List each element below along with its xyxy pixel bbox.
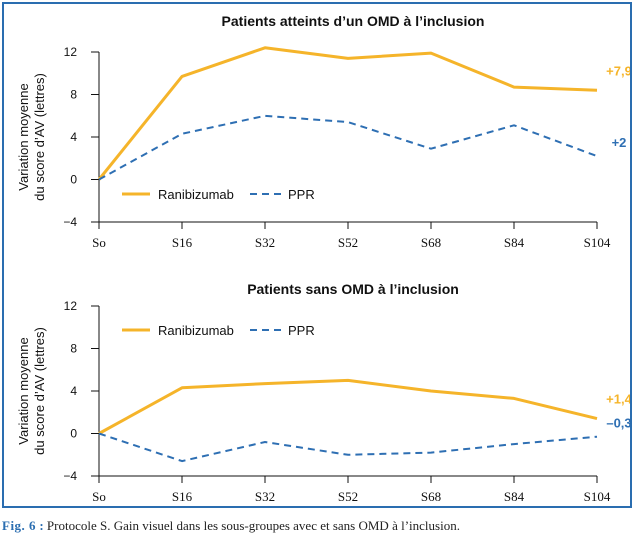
panel2-series-ranibizumab-end-label: +1,4: [606, 392, 630, 407]
panel2-title: Patients sans OMD à l’inclusion: [247, 281, 459, 297]
panel2-x-tick-label: S84: [504, 489, 525, 504]
panel1-x-tick-label: So: [92, 235, 106, 250]
panel1-series-ranibizumab-end-label: +7,9: [606, 63, 630, 78]
panel2-series-ranibizumab-line: [98, 378, 598, 435]
panel1-legend-ranibizumab-label: Ranibizumab: [158, 187, 234, 202]
panel1-y-axis-label: du score d’AV (lettres): [32, 73, 47, 201]
figure-frame: Patients atteints d’un OMD à l’inclusion…: [2, 2, 632, 508]
panel2-x-tick-label: S16: [172, 489, 193, 504]
caption-fig-label: Fig. 6: [2, 518, 37, 533]
chart-svg: Patients atteints d’un OMD à l’inclusion…: [16, 13, 630, 504]
panel2-series-ppr-line: [98, 432, 598, 463]
panel1-x-tick-label: S16: [172, 235, 193, 250]
caption-fig-sep: :: [36, 518, 44, 533]
panel2-y-axis-label: Variation moyenne: [16, 337, 31, 444]
panel1-series-ppr-line: [98, 114, 598, 181]
panel1-x-tick-label: S84: [504, 235, 525, 250]
panel2-y-tick-label: 8: [70, 342, 77, 356]
panel1-series-ranibizumab-line: [97, 46, 598, 181]
panel2-y-axis-label: du score d’AV (lettres): [32, 327, 47, 455]
panel2-x-tick-label: So: [92, 489, 106, 504]
panel1-title: Patients atteints d’un OMD à l’inclusion: [222, 13, 485, 29]
panel2-y-tick-label: 4: [70, 384, 77, 398]
panel2-y-tick-label: 12: [64, 299, 78, 313]
panel2-y-tick-label: 0: [70, 427, 77, 441]
panel1-y-tick-label: 12: [64, 45, 78, 59]
panel1-y-tick-label: −4: [63, 215, 77, 229]
panel2-legend-ppr-label: PPR: [288, 323, 315, 338]
panel2-series-ppr-end-label: –0,3: [606, 416, 630, 431]
panel1-x-tick-label: S68: [421, 235, 441, 250]
caption-text: Protocole S. Gain visuel dans les sous-g…: [43, 518, 460, 533]
panel1-y-tick-label: 0: [70, 173, 77, 187]
panel2-x-tick-label: S32: [255, 489, 275, 504]
panel2-x-tick-label: S104: [584, 489, 611, 504]
panel1-series-ppr-end-label: +2: [612, 135, 627, 150]
panel1-x-tick-label: S52: [338, 235, 358, 250]
panel1-y-tick-label: 8: [70, 88, 77, 102]
panel1-legend-ppr-label: PPR: [288, 187, 315, 202]
panel1-x-tick-label: S32: [255, 235, 275, 250]
panel2-legend-ranibizumab-label: Ranibizumab: [158, 323, 234, 338]
panel2-x-tick-label: S52: [338, 489, 358, 504]
panel1-y-tick-label: 4: [70, 130, 77, 144]
figure-caption: Fig. 6 : Protocole S. Gain visuel dans l…: [2, 518, 634, 534]
panel1-y-axis-label: Variation moyenne: [16, 83, 31, 190]
panel1-x-tick-label: S104: [584, 235, 611, 250]
panel2-y-tick-label: −4: [63, 469, 77, 483]
panel2-x-tick-label: S68: [421, 489, 441, 504]
